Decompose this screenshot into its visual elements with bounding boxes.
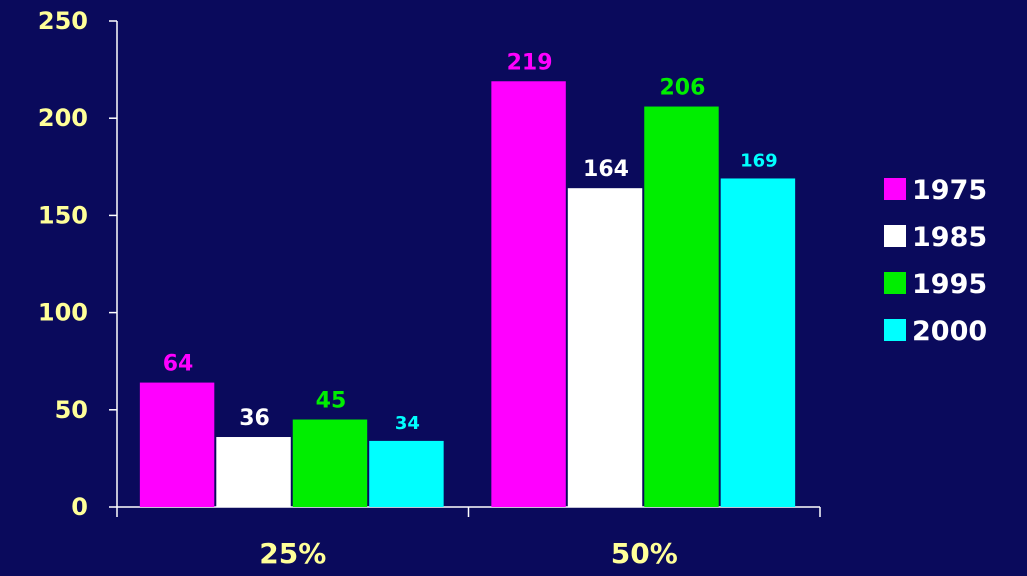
bar-1995-50pct — [644, 106, 719, 507]
bar-1985-25pct — [216, 437, 291, 507]
y-tick-label: 0 — [71, 493, 88, 521]
bar-1975-50pct — [491, 81, 566, 507]
y-tick-label: 250 — [38, 7, 88, 35]
bar-1975-25pct — [139, 382, 215, 507]
data-label-1975: 64 — [163, 352, 194, 377]
chart-axes: 0 50 100 150 200 250 25% 50% — [38, 7, 821, 570]
x-category-label: 25% — [259, 537, 326, 570]
data-label-1985: 164 — [583, 157, 629, 182]
bar-1985-50pct — [567, 188, 643, 507]
data-label-2000: 34 — [395, 413, 420, 434]
chart-bar-labels: 64 36 45 34 219 164 206 169 — [163, 50, 778, 434]
bar-2000-50pct — [720, 178, 796, 508]
legend-swatch-2000 — [884, 319, 906, 341]
chart-bars — [139, 81, 796, 508]
legend-label-1975: 1975 — [912, 175, 987, 206]
bar-1995-25pct — [292, 419, 368, 507]
data-label-1985: 36 — [239, 406, 270, 431]
y-tick-label: 100 — [38, 299, 88, 327]
legend-label-1995: 1995 — [912, 269, 987, 300]
y-tick-label: 50 — [55, 396, 88, 424]
legend-swatch-1995 — [884, 272, 906, 294]
bar-2000-25pct — [369, 440, 444, 507]
x-category-label: 50% — [611, 537, 678, 570]
data-label-1975: 219 — [507, 50, 553, 75]
legend-label-2000: 2000 — [912, 316, 987, 347]
data-label-2000: 169 — [740, 150, 778, 171]
data-label-1995: 45 — [316, 389, 347, 414]
data-label-1995: 206 — [660, 76, 706, 101]
chart-legend: 1975 1985 1995 2000 — [884, 175, 987, 347]
legend-label-1985: 1985 — [912, 222, 987, 253]
y-tick-label: 150 — [38, 201, 88, 229]
y-tick-label: 200 — [38, 104, 88, 132]
legend-swatch-1975 — [884, 178, 906, 200]
legend-swatch-1985 — [884, 225, 906, 247]
